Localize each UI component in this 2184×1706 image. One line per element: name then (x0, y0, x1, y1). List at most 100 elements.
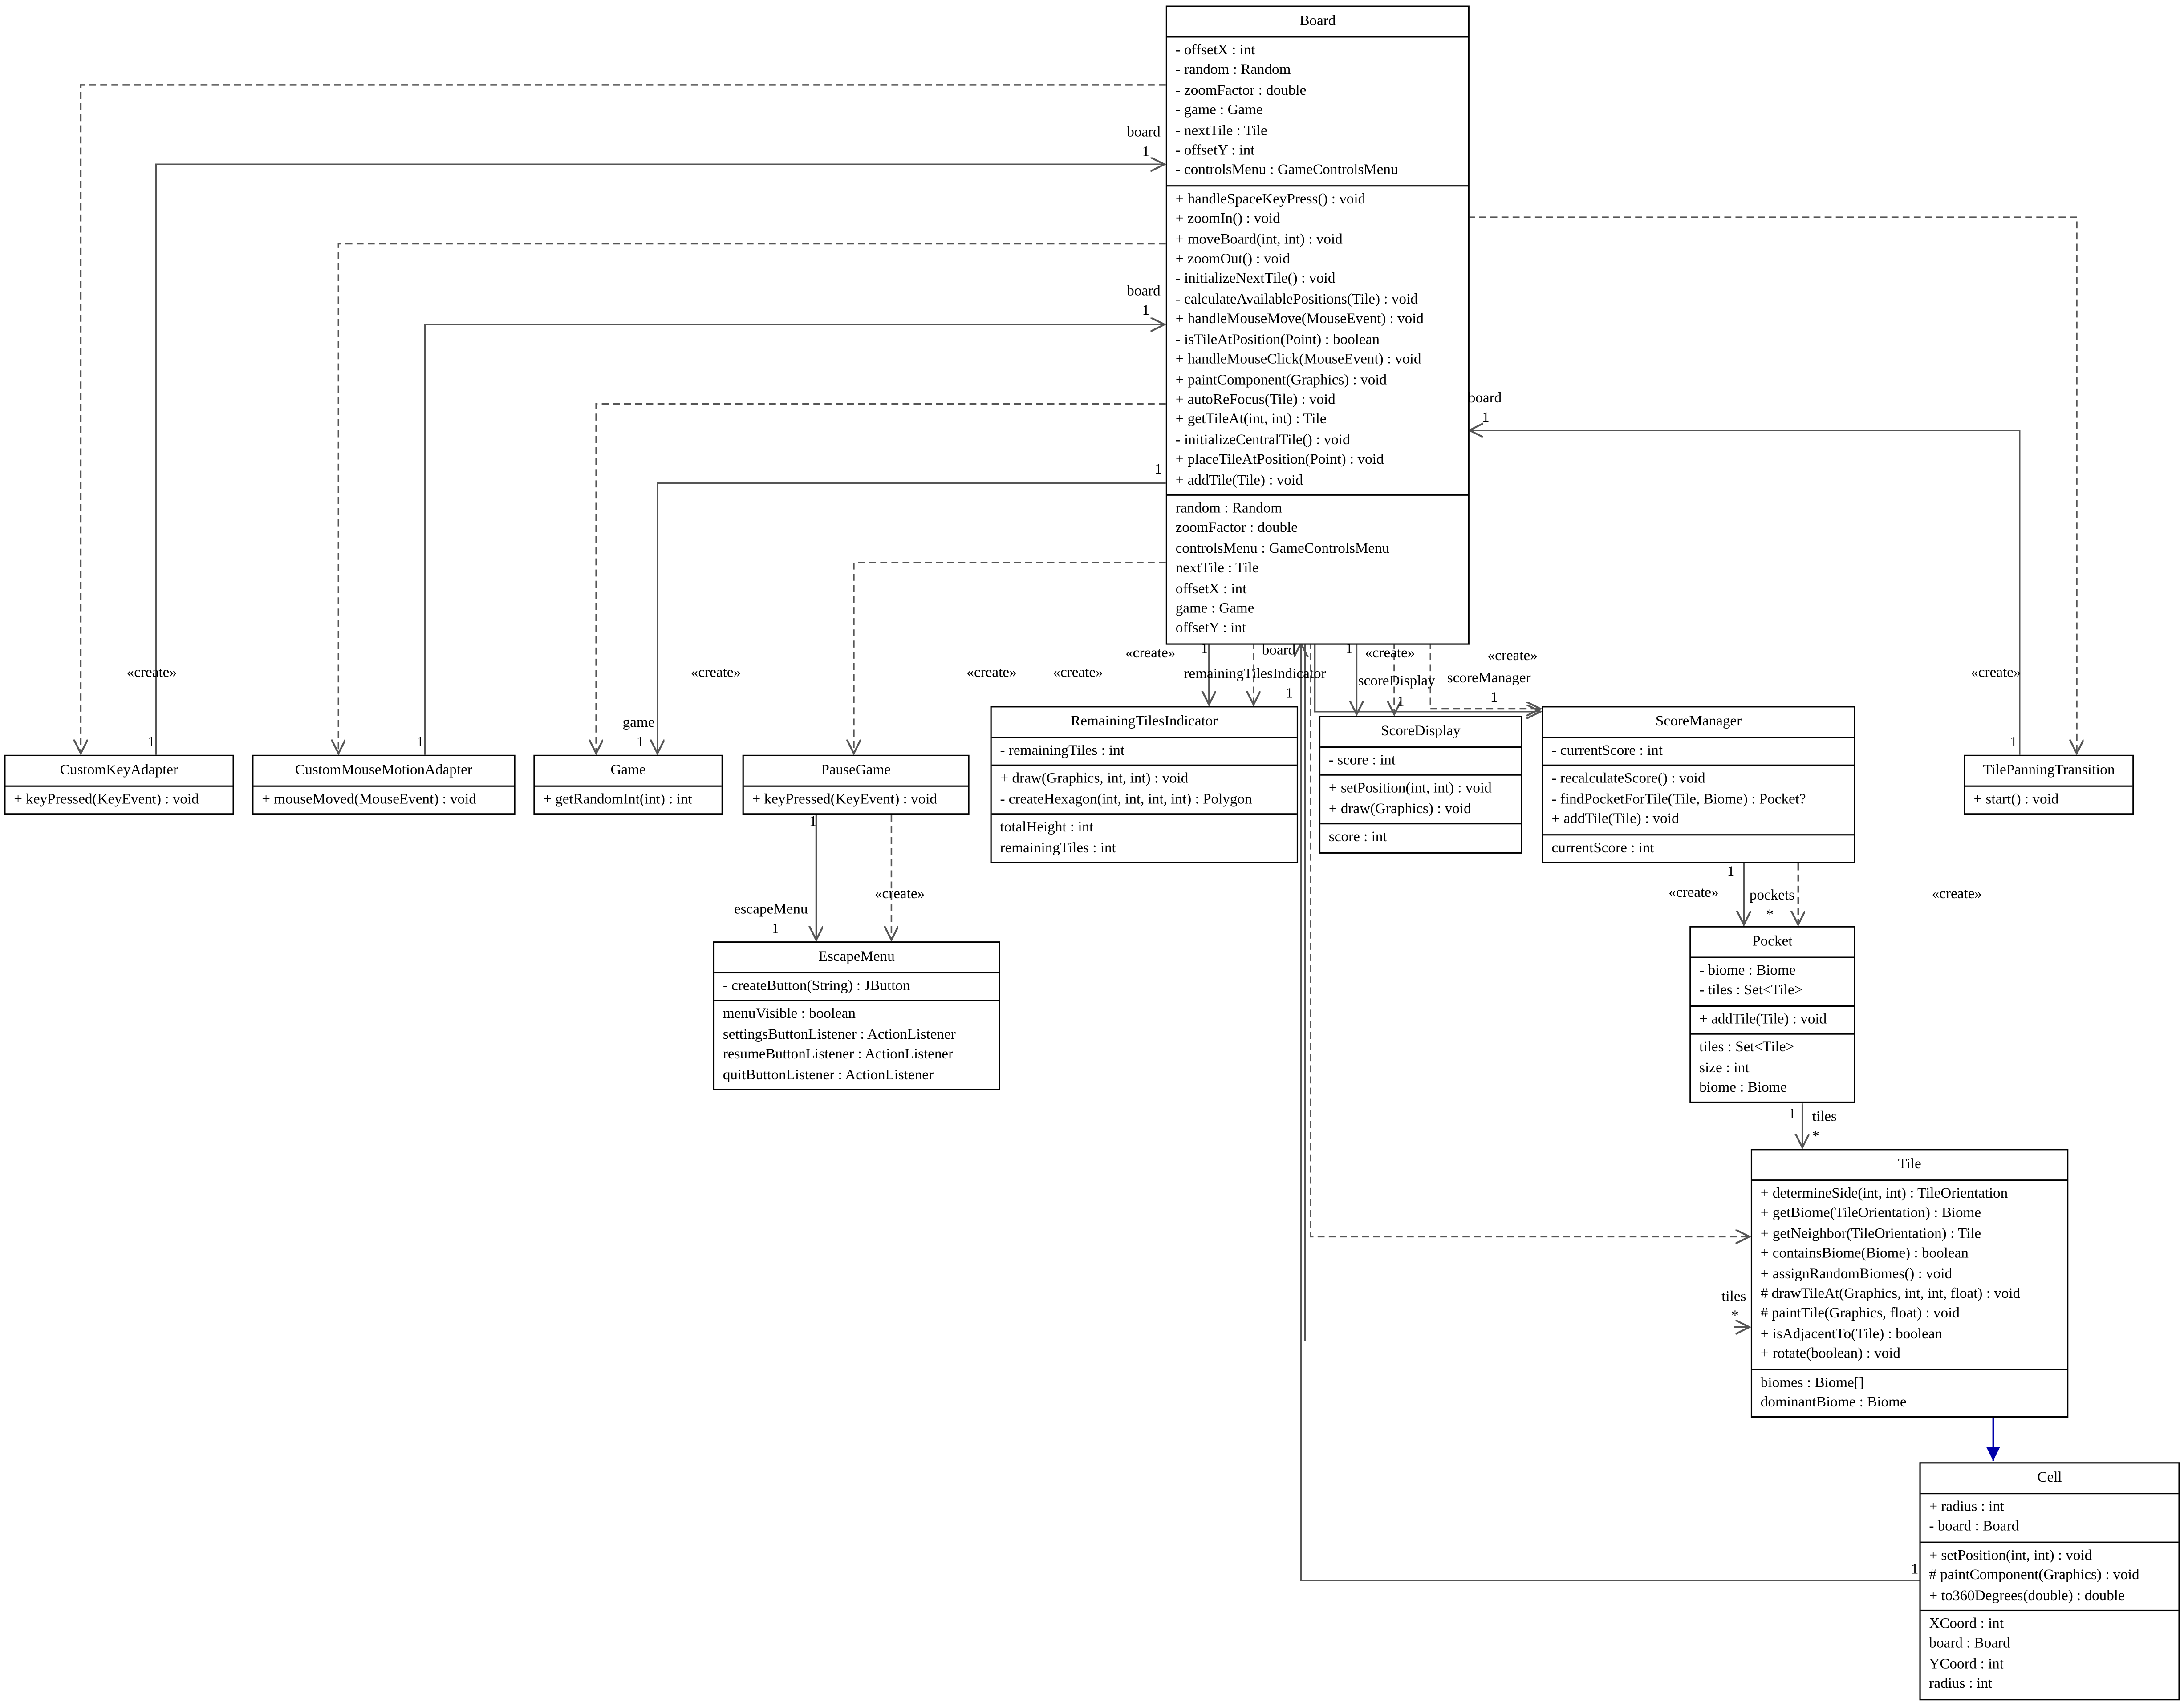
attribute: - score : int (1328, 753, 1396, 769)
class-name: Tile (1752, 1150, 2067, 1181)
class-name: Board (1167, 7, 1468, 38)
attribute: - remainingTiles : int (1000, 743, 1125, 759)
class-name: ScoreDisplay (1320, 717, 1521, 748)
method: + start() : void (1973, 792, 2059, 808)
edge-cell-board (1301, 644, 1919, 1581)
label-create: «create» (1668, 885, 1719, 901)
class-methods: + keyPressed(KeyEvent) : void (744, 787, 968, 814)
method: - calculateAvailablePositions(Tile) : vo… (1175, 292, 1418, 308)
property: resumeButtonListener : ActionListener (723, 1047, 954, 1063)
class-methods: - recalculateScore() : void - findPocketF… (1543, 766, 1854, 835)
method: + draw(Graphics, int, int) : void (1000, 772, 1189, 788)
property: menuVisible : boolean (723, 1007, 856, 1023)
method: + getBiome(TileOrientation) : Biome (1760, 1206, 1981, 1222)
class-name: EscapeMenu (714, 943, 999, 974)
property: radius : int (1929, 1677, 1993, 1693)
label-role: scoreDisplay (1358, 674, 1435, 689)
label-create: «create» (1487, 649, 1538, 665)
property: settingsButtonListener : ActionListener (723, 1027, 956, 1043)
method: + zoomIn() : void (1175, 212, 1280, 227)
edge-board-creates-game (596, 403, 1166, 753)
method: + zoomOut() : void (1175, 252, 1290, 267)
method: + getRandomInt(int) : int (543, 792, 692, 808)
property: quitButtonListener : ActionListener (723, 1067, 934, 1083)
label-role: scoreManager (1447, 671, 1531, 687)
attribute: - nextTile : Tile (1175, 123, 1267, 139)
edge-board-creates-customkeyadapter (81, 84, 1166, 754)
edge-board-creates-pausegame (854, 562, 1166, 754)
method: + setPosition(int, int) : void (1328, 782, 1492, 797)
label-multiplicity: * (1766, 908, 1774, 924)
class-name: Game (535, 756, 722, 787)
class-attributes: - currentScore : int (1543, 738, 1854, 767)
class-escape-menu: EscapeMenu - createButton(String) : JButt… (713, 941, 1000, 1090)
property: totalHeight : int (1000, 820, 1094, 836)
label-multiplicity: 1 (1911, 1562, 1919, 1578)
class-score-display: ScoreDisplay - score : int + setPosition(i… (1319, 716, 1522, 853)
edge-customkeyadapter-board (156, 164, 1164, 755)
method: - initializeNextTile() : void (1175, 272, 1336, 288)
method: + handleMouseClick(MouseEvent) : void (1175, 352, 1421, 368)
attribute: - random : Random (1175, 63, 1291, 79)
label-multiplicity: 1 (1142, 145, 1150, 160)
label-multiplicity: 1 (1727, 864, 1735, 880)
property: zoomFactor : double (1175, 521, 1298, 537)
property: nextTile : Tile (1175, 561, 1259, 577)
attribute: - game : Game (1175, 103, 1263, 119)
class-methods: + setPosition(int, int) : void # paintCom… (1920, 1543, 2179, 1612)
method: - findPocketForTile(Tile, Biome) : Pocke… (1551, 792, 1806, 808)
class-properties: random : Random zoomFactor : double contro… (1167, 496, 1468, 643)
label-role: game (622, 716, 655, 731)
class-properties: tiles : Set<Tile> size : int biome : Biome (1691, 1035, 1854, 1102)
label-create: «create» (1053, 665, 1103, 681)
label-multiplicity: 1 (1397, 695, 1405, 710)
attribute: - controlsMenu : GameControlsMenu (1175, 163, 1398, 179)
class-tile-panning-transition: TilePanningTransition + start() : void (1964, 754, 2134, 815)
method: + keyPressed(KeyEvent) : void (14, 792, 199, 808)
label-role: remainingTilesIndicator (1184, 667, 1326, 683)
attribute: - offsetY : int (1175, 143, 1255, 159)
property: game : Game (1175, 601, 1254, 617)
label-role: escapeMenu (734, 902, 808, 918)
edge-board-creates-tilepanning (1468, 216, 2077, 754)
class-methods: + start() : void (1965, 787, 2132, 814)
method: + addTile(Tile) : void (1699, 1012, 1827, 1028)
property: biome : Biome (1699, 1081, 1787, 1096)
class-name: CustomKeyAdapter (5, 756, 233, 787)
class-board: Board - offsetX : int - random : Random - z… (1165, 5, 1470, 644)
method: + to360Degrees(double) : double (1929, 1588, 2125, 1604)
class-attributes: + radius : int - board : Board (1920, 1494, 2179, 1543)
method: + addTile(Tile) : void (1551, 812, 1679, 828)
class-methods: + keyPressed(KeyEvent) : void (6, 787, 233, 814)
method: + determineSide(int, int) : TileOrientat… (1760, 1186, 2008, 1202)
label-create: «create» (874, 887, 925, 903)
label-create: «create» (1365, 646, 1415, 662)
class-properties: currentScore : int (1543, 835, 1854, 862)
method: + addTile(Tile) : void (1175, 473, 1303, 488)
label-multiplicity: 1 (636, 735, 644, 751)
property: score : int (1328, 830, 1387, 846)
edge-board-creates-mousemotionadapter (338, 243, 1166, 754)
label-multiplicity: 1 (1142, 304, 1150, 319)
class-pocket: Pocket - biome : Biome - tiles : Set<Tile>… (1689, 926, 1855, 1104)
attribute: - offsetX : int (1175, 43, 1255, 59)
attribute: - tiles : Set<Tile> (1699, 984, 1803, 999)
property: board : Board (1929, 1637, 2010, 1653)
method: + rotate(boolean) : void (1760, 1347, 1900, 1362)
attribute: + radius : int (1929, 1499, 2005, 1516)
property: YCoord : int (1929, 1657, 2004, 1673)
label-multiplicity: 1 (1345, 642, 1353, 657)
class-attributes: - biome : Biome - tiles : Set<Tile> (1691, 958, 1854, 1007)
label-role: board (1127, 284, 1161, 300)
class-name: RemainingTilesIndicator (991, 707, 1297, 738)
label-multiplicity: 1 (1490, 690, 1498, 706)
label-role: tiles (1721, 1289, 1746, 1305)
label-create: «create» (1125, 646, 1176, 662)
property: remainingTiles : int (1000, 840, 1116, 856)
property: biomes : Biome[] (1760, 1375, 1864, 1391)
label-multiplicity: 1 (1285, 686, 1293, 702)
class-attributes: - score : int (1320, 748, 1521, 777)
label-multiplicity: 1 (809, 815, 817, 830)
